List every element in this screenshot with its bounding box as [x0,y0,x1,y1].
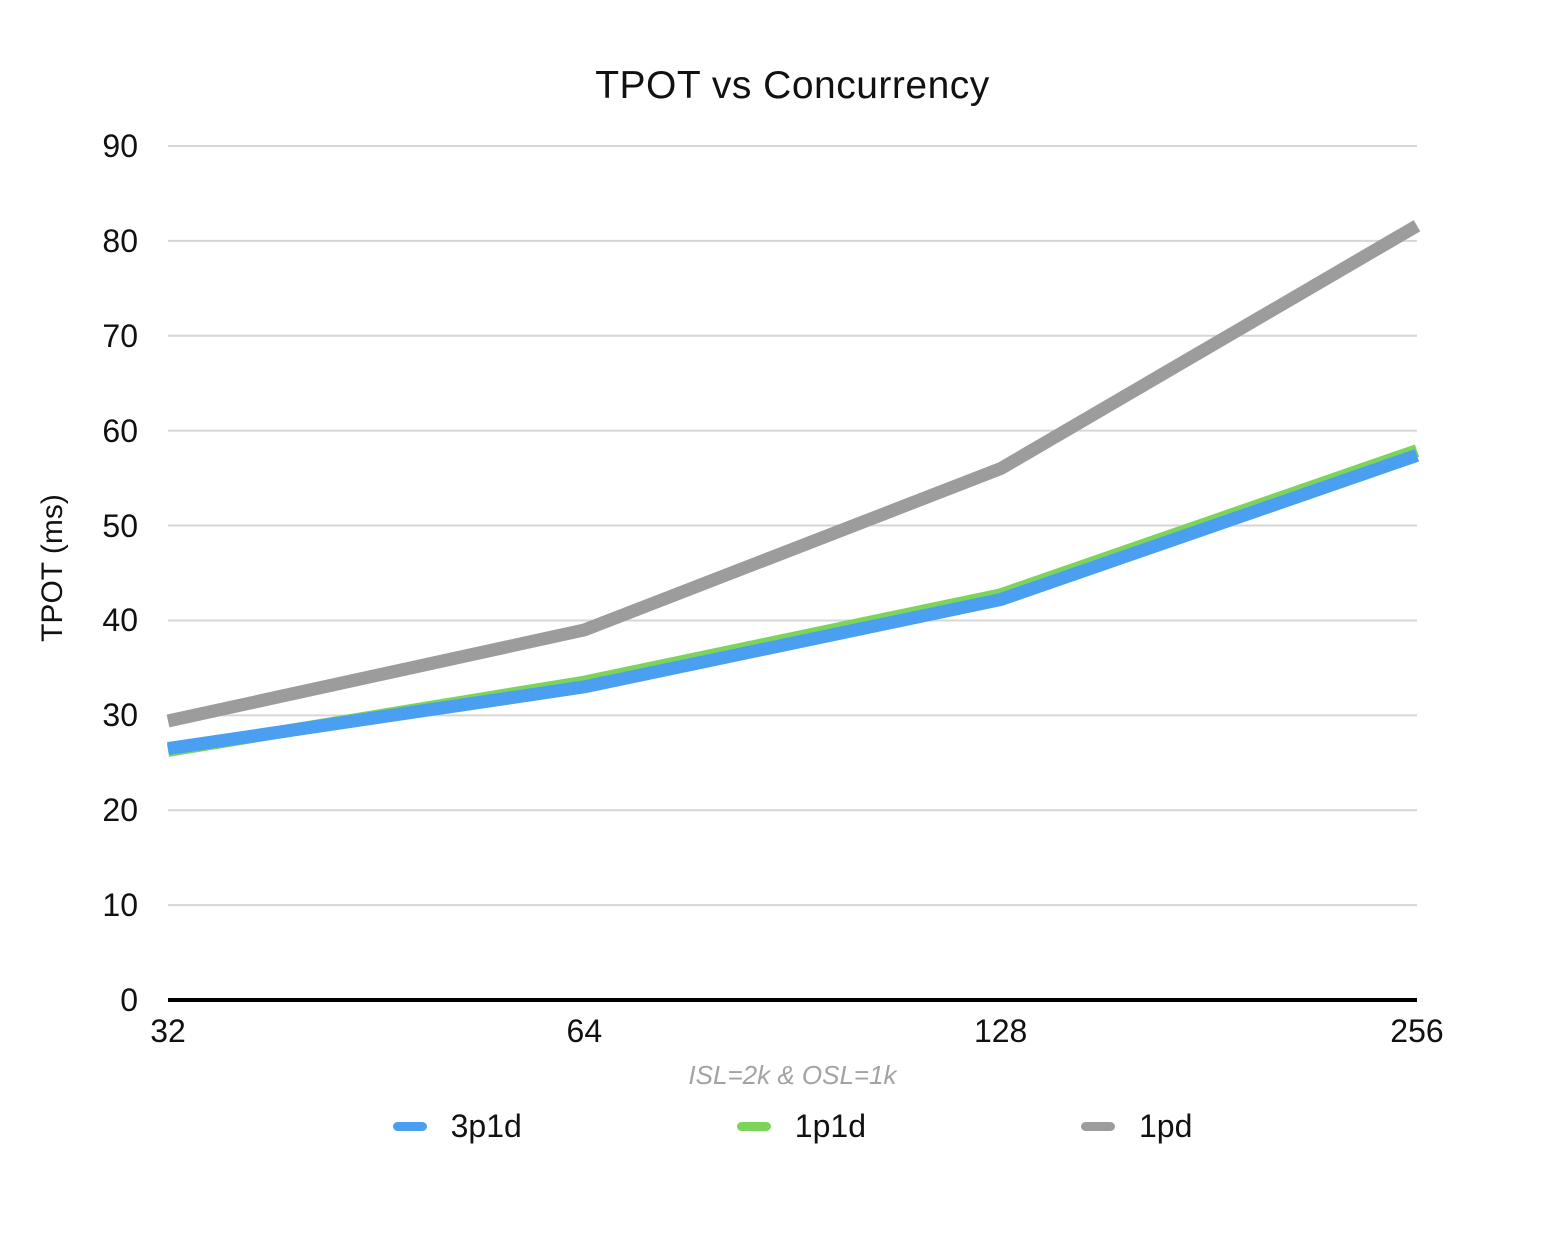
x-axis-subtitle: ISL=2k & OSL=1k [688,1060,897,1090]
y-axis-title: TPOT (ms) [36,494,69,642]
y-tick-label-30: 30 [102,697,138,734]
y-tick-label-90: 90 [102,128,138,164]
chart-title: TPOT vs Concurrency [595,64,990,107]
series-line-1pd [166,220,1421,728]
legend-label-3p1d: 3p1d [450,1108,522,1144]
legend-item-1p1d: 1p1d [736,1108,866,1145]
legend-swatch-1p1d [736,1122,771,1131]
legend-swatch-1pd [1080,1122,1115,1131]
legend-label-1p1d: 1p1d [794,1108,866,1144]
chart-legend: 3p1d 1p1d 1pd [168,1108,1417,1145]
series-line-3p1d [167,449,1420,755]
legend-swatch-3p1d [392,1122,427,1131]
y-tick-label-40: 40 [102,602,138,639]
y-tick-label-0: 0 [120,982,138,1018]
x-tick-label-128: 128 [973,1013,1028,1049]
legend-label-1pd: 1pd [1138,1108,1193,1144]
y-tick-label-80: 80 [102,222,138,259]
x-tick-label-32: 32 [150,1013,186,1049]
y-tick-label-50: 50 [102,507,138,544]
y-tick-label-70: 70 [102,317,138,354]
x-tick-label-64: 64 [566,1013,603,1049]
legend-item-3p1d: 3p1d [392,1108,522,1145]
y-tick-label-60: 60 [102,412,138,449]
series-line-1p1d [166,444,1420,757]
y-tick-label-20: 20 [102,792,138,829]
x-tick-label-256: 256 [1390,1013,1444,1049]
y-tick-label-10: 10 [102,887,138,924]
legend-item-1pd: 1pd [1080,1108,1193,1145]
